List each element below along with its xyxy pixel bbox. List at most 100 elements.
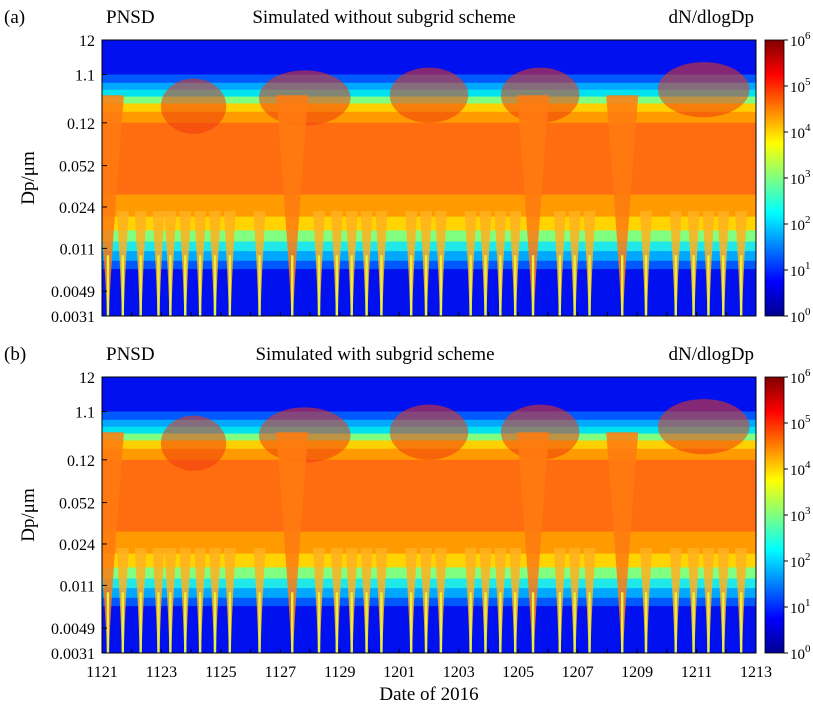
panel-b: (b) PNSD Simulated with subgrid scheme d… (4, 344, 811, 705)
growth-event-core-21 (499, 592, 502, 653)
growth-event-core-15 (380, 255, 383, 316)
colorbar-tick-label: 105 (790, 413, 811, 433)
growth-event-core-7 (213, 255, 217, 316)
growth-event-core-32 (722, 255, 725, 316)
y-tick-label: 12 (79, 370, 95, 387)
y-tick-label: 0.0031 (51, 309, 95, 326)
panel-b-right-title: dN/dlogDp (669, 344, 755, 365)
x-tick-label: 1121 (86, 664, 117, 681)
y-tick-label: 1.1 (75, 405, 95, 422)
panel-a-colorbar (764, 39, 785, 317)
growth-event-core-25 (573, 592, 576, 653)
growth-event-core-21 (499, 255, 502, 316)
y-tick-label: 0.024 (59, 200, 95, 217)
growth-event-core-14 (365, 592, 368, 653)
growth-event-core-28 (644, 255, 648, 316)
growth-event-core-31 (707, 592, 710, 653)
growth-event-core-17 (424, 592, 428, 653)
panel-a-colorbar-ticks: 100 101 102 103 104 105 106 (784, 30, 811, 326)
growth-event-23 (517, 432, 550, 653)
growth-event-core-0 (106, 592, 110, 653)
growth-event-core-6 (198, 255, 202, 316)
growth-event-core-14 (365, 255, 368, 316)
concentration-band-13 (102, 260, 756, 270)
x-tick-label: 1129 (324, 664, 355, 681)
y-tick-label: 0.0049 (51, 621, 95, 638)
growth-event-core-6 (198, 592, 202, 653)
panel-b-dips (102, 432, 748, 653)
growth-event-core-4 (169, 255, 172, 316)
growth-event-core-8 (228, 592, 232, 653)
growth-event-core-19 (469, 592, 472, 653)
colorbar-tick-label: 106 (790, 367, 811, 387)
concentration-band-13 (102, 597, 756, 607)
panel-a-x-ticks (101, 312, 757, 316)
growth-event-core-3 (157, 255, 160, 316)
growth-event-core-24 (558, 255, 561, 316)
high-concentration-zone-1 (389, 67, 469, 123)
growth-event-core-23 (531, 255, 535, 316)
high-concentration-zone-3 (657, 399, 750, 455)
y-tick-label: 0.011 (60, 578, 95, 595)
growth-event-core-29 (674, 255, 677, 316)
growth-event-core-31 (707, 255, 710, 316)
y-tick-label: 0.12 (67, 116, 95, 133)
growth-event-23 (517, 95, 550, 316)
growth-event-core-11 (317, 592, 321, 653)
growth-event-core-10 (291, 255, 294, 316)
growth-event-core-9 (258, 255, 261, 316)
growth-event-27 (606, 432, 639, 653)
panel-a: (a) PNSD Simulated without subgrid schem… (4, 7, 811, 326)
growth-event-core-20 (484, 592, 487, 653)
growth-event-core-33 (739, 592, 743, 653)
growth-event-core-18 (439, 255, 443, 316)
growth-event-core-26 (588, 255, 591, 316)
colorbar-tick-label: 105 (790, 76, 811, 96)
growth-event-core-0 (106, 255, 110, 316)
growth-event-core-1 (121, 592, 125, 653)
growth-event-core-19 (469, 255, 472, 316)
growth-event-core-16 (409, 592, 413, 653)
growth-event-core-10 (291, 592, 294, 653)
colorbar-tick-label: 103 (790, 168, 811, 188)
panel-b-x-ticks: 1121 1123 1125 1127 1129 1201 1203 1205 1207 1209… (86, 649, 772, 681)
growth-event-core-15 (380, 592, 383, 653)
growth-event-core-16 (409, 255, 413, 316)
panel-b-colorbar-ticks: 100 101 102 103 104 105 106 (784, 367, 811, 663)
panel-b-title: Simulated with subgrid scheme (255, 344, 494, 365)
growth-event-core-22 (514, 255, 517, 316)
x-tick-label: 1125 (205, 664, 236, 681)
x-tick-label: 1203 (443, 664, 475, 681)
growth-event-core-2 (139, 592, 142, 653)
panel-a-heatmap (102, 40, 756, 316)
high-concentration-zone-1 (389, 404, 469, 460)
colorbar-tick-label: 104 (790, 122, 811, 142)
growth-event-10 (276, 95, 309, 316)
growth-event-core-30 (692, 255, 695, 316)
growth-event-core-24 (558, 592, 561, 653)
growth-event-core-20 (484, 255, 487, 316)
concentration-band-7 (102, 122, 756, 196)
growth-event-core-12 (335, 255, 339, 316)
x-tick-label: 1213 (740, 664, 772, 681)
growth-event-core-29 (674, 592, 677, 653)
y-tick-label: 0.0031 (51, 646, 95, 663)
high-concentration-zone-4 (160, 78, 227, 134)
y-tick-label: 0.024 (59, 537, 95, 554)
growth-event-core-8 (228, 255, 232, 316)
y-tick-label: 0.052 (59, 496, 95, 513)
panel-b-colorbar (764, 376, 785, 654)
growth-event-core-5 (184, 255, 187, 316)
growth-event-core-28 (644, 592, 648, 653)
growth-event-core-17 (424, 255, 428, 316)
growth-event-27 (606, 95, 639, 316)
growth-event-core-32 (722, 592, 725, 653)
growth-event-core-5 (184, 592, 187, 653)
y-tick-label: 12 (79, 33, 95, 50)
x-tick-label: 1123 (146, 664, 177, 681)
panel-a-right-title: dN/dlogDp (669, 7, 755, 28)
colorbar-tick-label: 100 (790, 306, 811, 326)
panel-a-left-title: PNSD (106, 7, 155, 28)
colorbar-tick-label: 103 (790, 505, 811, 525)
